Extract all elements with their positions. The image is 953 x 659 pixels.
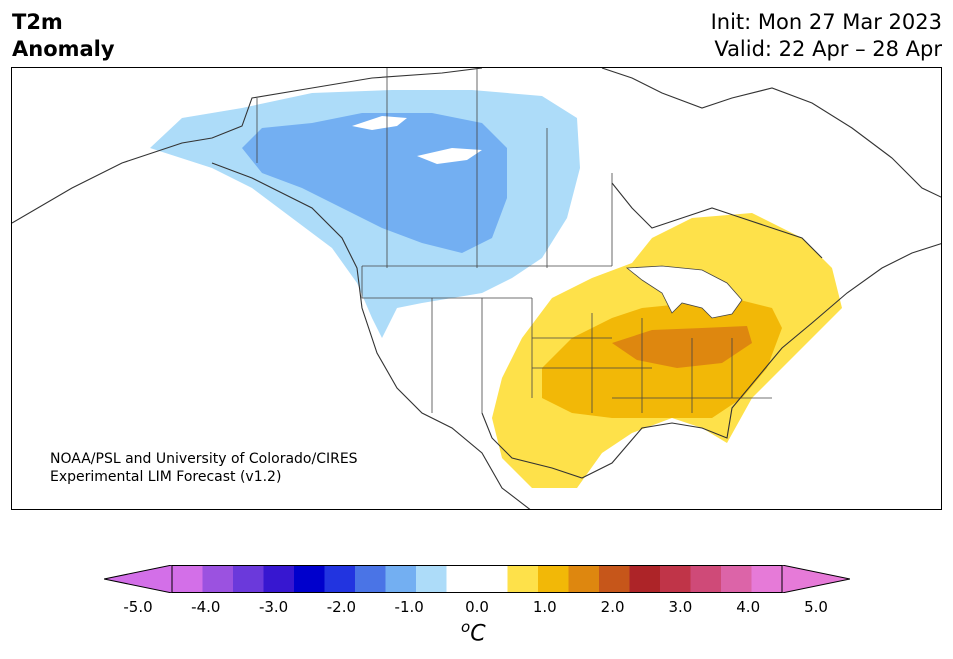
colorbar-segment (660, 565, 691, 593)
colorbar-tick-label: -5.0 (123, 598, 153, 616)
great-lakes (625, 265, 743, 319)
colorbar-tick-label: 5.0 (804, 598, 828, 616)
colorbar-outline (171, 565, 783, 593)
colorbar-segment (446, 565, 478, 593)
colorbar (104, 565, 850, 593)
colorbar-segments (172, 565, 783, 593)
colorbar-segment (568, 565, 600, 593)
colorbar-tick-label: 2.0 (600, 598, 625, 616)
colorbar-tick-labels: -5.0 -4.0 -3.0 -2.0 -1.0 0.0 1.0 2.0 3.0 4.0 5.0 (0, 598, 953, 618)
colorbar-segment (599, 565, 630, 593)
colorbar-segment (324, 565, 356, 593)
colorbar-segment (629, 565, 661, 593)
colorbar-segment (263, 565, 295, 593)
colorbar-segment (690, 565, 722, 593)
colorbar-segment (538, 565, 569, 593)
map-title: T2m Anomaly (12, 9, 115, 63)
variable-label: T2m (12, 10, 63, 34)
colorbar-tick-label: 0.0 (465, 598, 489, 616)
anomaly-map (12, 68, 941, 509)
cool-anomaly-mid (242, 113, 507, 253)
init-date: Init: Mon 27 Mar 2023 (710, 10, 942, 34)
colorbar-tick-label: -3.0 (258, 598, 289, 616)
credit-line-2: Experimental LIM Forecast (v1.2) (50, 469, 282, 485)
colorbar-unit: oC (461, 618, 486, 647)
credit-text: NOAA/PSL and University of Colorado/CIRE… (50, 450, 358, 486)
colorbar-segment (233, 565, 264, 593)
colorbar-tick-label: -1.0 (394, 598, 424, 616)
colorbar-tick-label: 1.0 (532, 598, 557, 616)
colorbar-segment (477, 565, 508, 593)
colorbar-tick-label: -2.0 (326, 598, 357, 616)
colorbar-segment (355, 565, 386, 593)
colorbar-segment (385, 565, 417, 593)
political-borders (256, 68, 772, 413)
colorbar-segment (172, 565, 203, 593)
colorbar-segment (416, 565, 447, 593)
colorbar-segment (751, 565, 783, 593)
colorbar-segment (294, 565, 325, 593)
great-slave-lake (417, 148, 482, 164)
colorbar-over-arrow (781, 565, 850, 593)
anomaly-label: Anomaly (12, 37, 115, 61)
colorbar-tick-label: 4.0 (736, 598, 761, 616)
great-bear-lake (352, 116, 407, 130)
colorbar-tick-label: -4.0 (191, 598, 221, 616)
colorbar-tick-label: 3.0 (668, 598, 693, 616)
colorbar-segment (202, 565, 234, 593)
forecast-dates: Init: Mon 27 Mar 2023 Valid: 22 Apr – 28… (711, 9, 942, 63)
valid-dates: Valid: 22 Apr – 28 Apr (714, 37, 942, 61)
warm-anomaly-strong (612, 326, 752, 368)
colorbar-segment (507, 565, 539, 593)
colorbar-under-arrow (104, 565, 173, 593)
coastlines (12, 68, 941, 509)
map-panel: NOAA/PSL and University of Colorado/CIRE… (11, 67, 942, 510)
colorbar-segment (721, 565, 752, 593)
credit-line-1: NOAA/PSL and University of Colorado/CIRE… (50, 451, 358, 467)
